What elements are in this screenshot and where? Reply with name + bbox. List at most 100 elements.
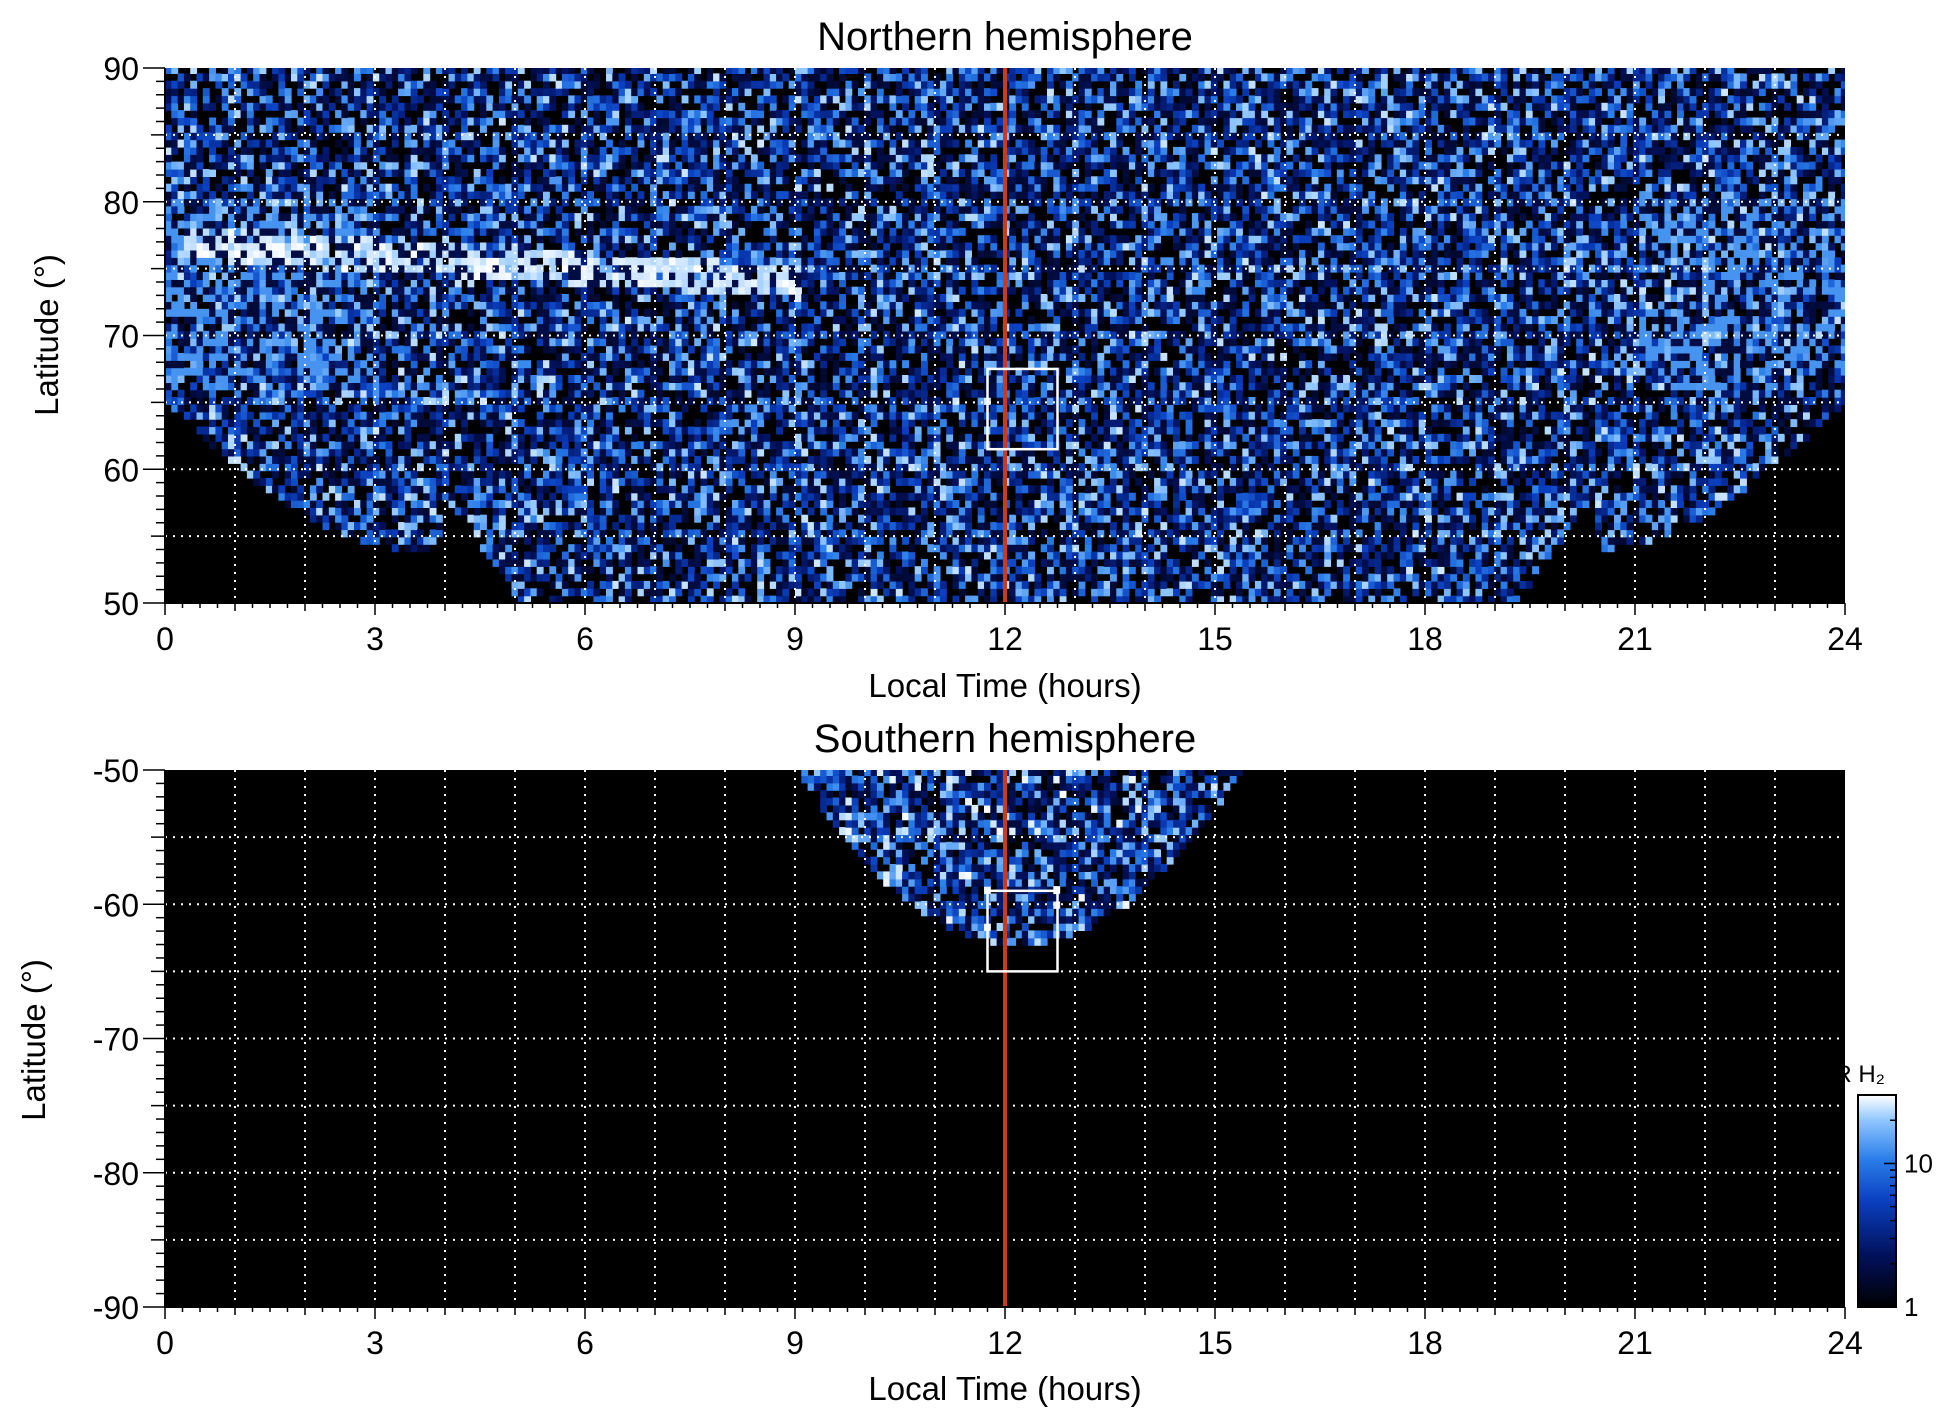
heatmap-cell xyxy=(561,272,569,280)
heatmap-cell xyxy=(744,257,752,266)
heatmap-cell xyxy=(303,419,311,428)
heatmap-cell xyxy=(643,169,651,177)
heatmap-cell xyxy=(246,227,254,236)
heatmap-cell xyxy=(706,470,714,479)
heatmap-cell xyxy=(618,213,626,222)
heatmap-cell xyxy=(530,477,538,486)
heatmap-cell xyxy=(417,411,424,420)
heatmap-cell xyxy=(650,375,657,383)
heatmap-cell xyxy=(536,183,544,192)
heatmap-cell xyxy=(404,308,412,317)
heatmap-cell xyxy=(561,220,569,229)
heatmap-cell xyxy=(744,382,752,391)
heatmap-cell xyxy=(240,419,248,428)
heatmap-cell xyxy=(322,110,330,119)
heatmap-cell xyxy=(631,169,639,177)
heatmap-cell xyxy=(757,205,765,214)
heatmap-cell xyxy=(253,367,261,376)
heatmap-cell xyxy=(536,176,544,185)
heatmap-cell xyxy=(782,419,790,428)
heatmap-cell xyxy=(606,279,613,288)
heatmap-cell xyxy=(555,154,563,163)
heatmap-cell xyxy=(580,294,588,302)
heatmap-cell xyxy=(769,110,777,119)
heatmap-cell xyxy=(517,404,525,413)
heatmap-cell xyxy=(807,279,815,288)
heatmap-cell xyxy=(543,389,550,398)
heatmap-cell xyxy=(360,154,368,163)
heatmap-cell xyxy=(637,88,645,97)
heatmap-cell xyxy=(303,176,311,185)
heatmap-cell xyxy=(240,249,248,258)
heatmap-cell xyxy=(480,80,487,89)
heatmap-cell xyxy=(171,367,179,376)
heatmap-cell xyxy=(505,323,513,332)
heatmap-cell xyxy=(561,124,569,133)
heatmap-cell xyxy=(543,249,550,258)
heatmap-cell xyxy=(190,205,198,214)
heatmap-cell xyxy=(675,176,683,185)
heatmap-cell xyxy=(366,301,374,310)
heatmap-cell xyxy=(385,477,393,486)
heatmap-cell xyxy=(706,169,714,177)
heatmap-cell xyxy=(524,360,531,369)
heatmap-cell xyxy=(341,235,349,244)
heatmap-cell xyxy=(637,124,645,133)
heatmap-cell xyxy=(467,411,475,420)
heatmap-cell xyxy=(725,477,733,486)
heatmap-cell xyxy=(284,426,292,435)
heatmap-cell xyxy=(536,448,544,457)
heatmap-cell xyxy=(253,139,261,148)
heatmap-cell xyxy=(360,117,368,126)
heatmap-cell xyxy=(700,507,708,516)
heatmap-cell xyxy=(681,132,689,141)
heatmap-cell xyxy=(165,375,172,383)
heatmap-cell xyxy=(190,213,198,222)
heatmap-cell xyxy=(524,551,531,560)
heatmap-cell xyxy=(763,529,771,538)
heatmap-cell xyxy=(536,264,544,273)
northern-heatmap xyxy=(165,68,1845,603)
heatmap-cell xyxy=(417,323,424,332)
heatmap-cell xyxy=(732,124,739,133)
heatmap-cell xyxy=(549,294,557,302)
heatmap-cell xyxy=(259,426,267,435)
heatmap-cell xyxy=(631,95,639,104)
heatmap-cell xyxy=(284,492,292,501)
heatmap-cell xyxy=(776,308,783,317)
heatmap-cell xyxy=(687,448,695,457)
heatmap-cell xyxy=(435,95,443,104)
heatmap-cell xyxy=(221,382,229,391)
heatmap-cell xyxy=(719,198,727,207)
heatmap-cell xyxy=(221,102,229,111)
heatmap-cell xyxy=(776,514,783,523)
heatmap-cell xyxy=(606,507,613,516)
heatmap-cell xyxy=(347,441,355,450)
heatmap-cell xyxy=(435,176,443,185)
heatmap-cell xyxy=(165,330,172,339)
heatmap-cell xyxy=(669,264,676,273)
heatmap-cell xyxy=(769,367,777,376)
heatmap-cell xyxy=(328,213,336,222)
heatmap-cell xyxy=(435,279,443,288)
heatmap-cell xyxy=(335,139,342,148)
heatmap-cell xyxy=(240,102,248,111)
heatmap-cell xyxy=(196,161,204,170)
heatmap-cell xyxy=(454,367,462,376)
heatmap-cell xyxy=(656,367,664,376)
heatmap-cell xyxy=(278,264,286,273)
heatmap-cell xyxy=(171,110,179,119)
heatmap-cell xyxy=(240,110,248,119)
heatmap-cell xyxy=(240,73,248,82)
heatmap-cell xyxy=(448,323,456,332)
heatmap-cell xyxy=(473,441,481,450)
heatmap-cell xyxy=(744,514,752,523)
heatmap-cell xyxy=(662,382,670,391)
heatmap-cell xyxy=(385,441,393,450)
heatmap-cell xyxy=(372,183,380,192)
heatmap-cell xyxy=(706,500,714,508)
heatmap-cell xyxy=(486,367,494,376)
heatmap-cell xyxy=(196,154,204,163)
heatmap-cell xyxy=(656,227,664,236)
heatmap-cell xyxy=(278,455,286,464)
